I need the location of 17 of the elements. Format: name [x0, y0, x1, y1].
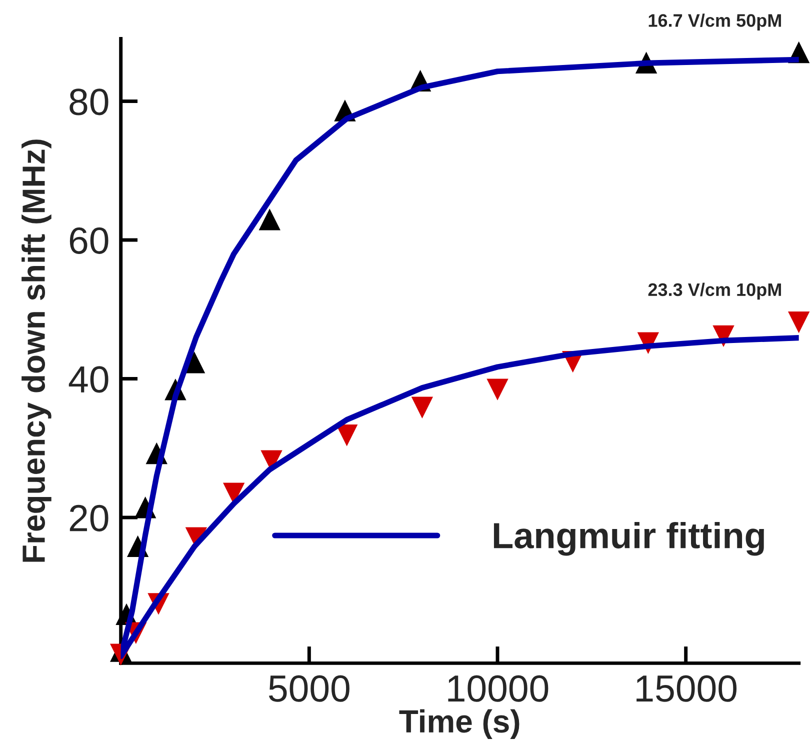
y-tick-label: 40: [68, 366, 108, 393]
legend-label: Langmuir fitting: [494, 522, 764, 556]
y-tick-label: 60: [70, 227, 108, 254]
point: [487, 378, 508, 400]
x-tick-label: 5000: [268, 675, 350, 702]
point: [259, 209, 280, 230]
y-tick-label: 20: [70, 504, 108, 532]
series-label: 23.3 V/cm 10pM: [648, 282, 781, 300]
point: [788, 311, 810, 332]
point: [336, 424, 358, 446]
series-label: 16.7 V/cm 50pM: [648, 14, 781, 30]
point: [412, 396, 433, 418]
x-tick-label: 15000: [636, 675, 737, 702]
x-axis-title: Time (s): [399, 709, 520, 740]
y-axis-title: Frequency down shift (MHz): [22, 140, 52, 562]
y-tick-label: 80: [70, 88, 108, 116]
x-tick-label: 10000: [448, 675, 548, 702]
